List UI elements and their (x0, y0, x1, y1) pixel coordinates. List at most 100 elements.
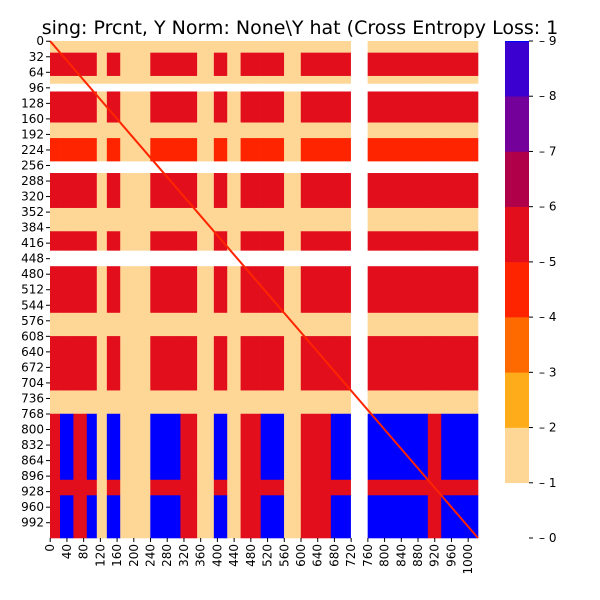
heatmap-cell (441, 122, 479, 139)
heatmap-cell (86, 52, 98, 77)
heatmap-cell (106, 312, 121, 337)
y-tick-label: 544 (21, 298, 44, 312)
heatmap-cell (350, 122, 368, 139)
x-tick-label: 360 (194, 544, 208, 567)
heatmap-cell (427, 250, 442, 267)
heatmap-cell (197, 83, 215, 92)
heatmap-cell (213, 312, 228, 337)
heatmap-cell (441, 41, 479, 53)
heatmap-cell (180, 312, 198, 337)
heatmap-cell (86, 138, 98, 162)
heatmap-cell (427, 207, 442, 232)
heatmap-cell (350, 479, 368, 496)
heatmap-cell (120, 122, 151, 139)
x-tick-label: 560 (277, 544, 291, 567)
heatmap-cell (300, 173, 332, 209)
heatmap-cell (106, 41, 121, 53)
heatmap-cell (150, 122, 181, 139)
heatmap-cell (240, 173, 261, 209)
heatmap-cell (260, 250, 285, 267)
heatmap-cell (197, 173, 215, 209)
heatmap-cell (227, 207, 241, 232)
heatmap-cell (50, 495, 61, 539)
heatmap-cell (60, 83, 74, 92)
x-tick-label: 320 (177, 544, 191, 567)
heatmap-cell (240, 479, 261, 496)
y-tick-label: 736 (21, 391, 44, 405)
heatmap-cell (180, 250, 198, 267)
heatmap-cell (86, 122, 98, 139)
x-tick-label: 920 (428, 544, 442, 567)
y-tick-label: 384 (21, 221, 44, 235)
heatmap-cell (197, 495, 215, 539)
heatmap-cell (441, 83, 479, 92)
heatmap-cell (284, 83, 302, 92)
heatmap-cell (213, 91, 228, 123)
heatmap-cell (330, 52, 352, 77)
x-tick-label: 800 (378, 544, 392, 567)
heatmap-cell (260, 231, 285, 251)
heatmap-cell (50, 390, 61, 415)
heatmap-cell (106, 336, 121, 391)
heatmap-cell (350, 41, 368, 53)
y-tick-label: 448 (21, 252, 44, 266)
heatmap-cell (367, 266, 429, 314)
heatmap-cell (50, 161, 61, 174)
colorbar-segment (505, 96, 529, 152)
y-tick-label: 896 (21, 469, 44, 483)
y-tick-label: 768 (21, 407, 44, 421)
x-axis: 0 40 80 120 160 200 240 280 320 360 400 440 480 520 56… (43, 538, 475, 575)
heatmap-cell (180, 479, 198, 496)
heatmap-cell (120, 52, 151, 77)
colorbar-segment (505, 482, 529, 539)
y-tick-label: 320 (21, 190, 44, 204)
heatmap-cell (350, 266, 368, 314)
heatmap-cell (240, 336, 261, 391)
heatmap-cell (73, 122, 88, 139)
heatmap-cell (300, 161, 332, 174)
x-tick-label: 760 (361, 544, 375, 567)
heatmap-cell (260, 138, 285, 162)
heatmap-cell (86, 312, 98, 337)
heatmap-cell (260, 52, 285, 77)
heatmap-cell (300, 336, 332, 391)
heatmap-cell (227, 83, 241, 92)
heatmap-cell (441, 173, 479, 209)
heatmap-cell (180, 390, 198, 415)
heatmap-cell (330, 390, 352, 415)
heatmap-cell (350, 336, 368, 391)
heatmap-cell (50, 250, 61, 267)
y-tick-label: 64 (29, 65, 44, 79)
colorbar-segment (505, 41, 529, 43)
y-tick-label: 32 (29, 50, 44, 64)
colorbar-tick-label: – 5 (539, 255, 556, 269)
heatmap-cell (227, 390, 241, 415)
heatmap-cell (73, 41, 88, 53)
heatmap-cell (284, 52, 302, 77)
heatmap-cell (73, 495, 88, 539)
heatmap-cell (197, 52, 215, 77)
y-tick-label: 512 (21, 283, 44, 297)
colorbar-tick-label: – 2 (539, 421, 556, 435)
colorbar-tick-label: – 3 (539, 365, 556, 379)
heatmap-cell (300, 83, 332, 92)
heatmap-cell (60, 122, 74, 139)
heatmap-cell (330, 83, 352, 92)
heatmap-cell (86, 390, 98, 415)
heatmap-cell (330, 231, 352, 251)
heatmap-cell (120, 266, 151, 314)
heatmap-cell (330, 122, 352, 139)
colorbar-segment (505, 317, 529, 373)
heatmap-cell (300, 138, 332, 162)
heatmap-cell (86, 75, 98, 85)
heatmap-cell (213, 266, 228, 314)
heatmap-cell (227, 122, 241, 139)
heatmap-cell (50, 312, 61, 337)
heatmap-cell (284, 336, 302, 391)
heatmap-cell (284, 173, 302, 209)
colorbar-segment (505, 427, 529, 484)
heatmap-cell (86, 231, 98, 251)
heatmap-cell (197, 75, 215, 85)
heatmap-cell (441, 138, 479, 162)
heatmap-cell (240, 161, 261, 174)
